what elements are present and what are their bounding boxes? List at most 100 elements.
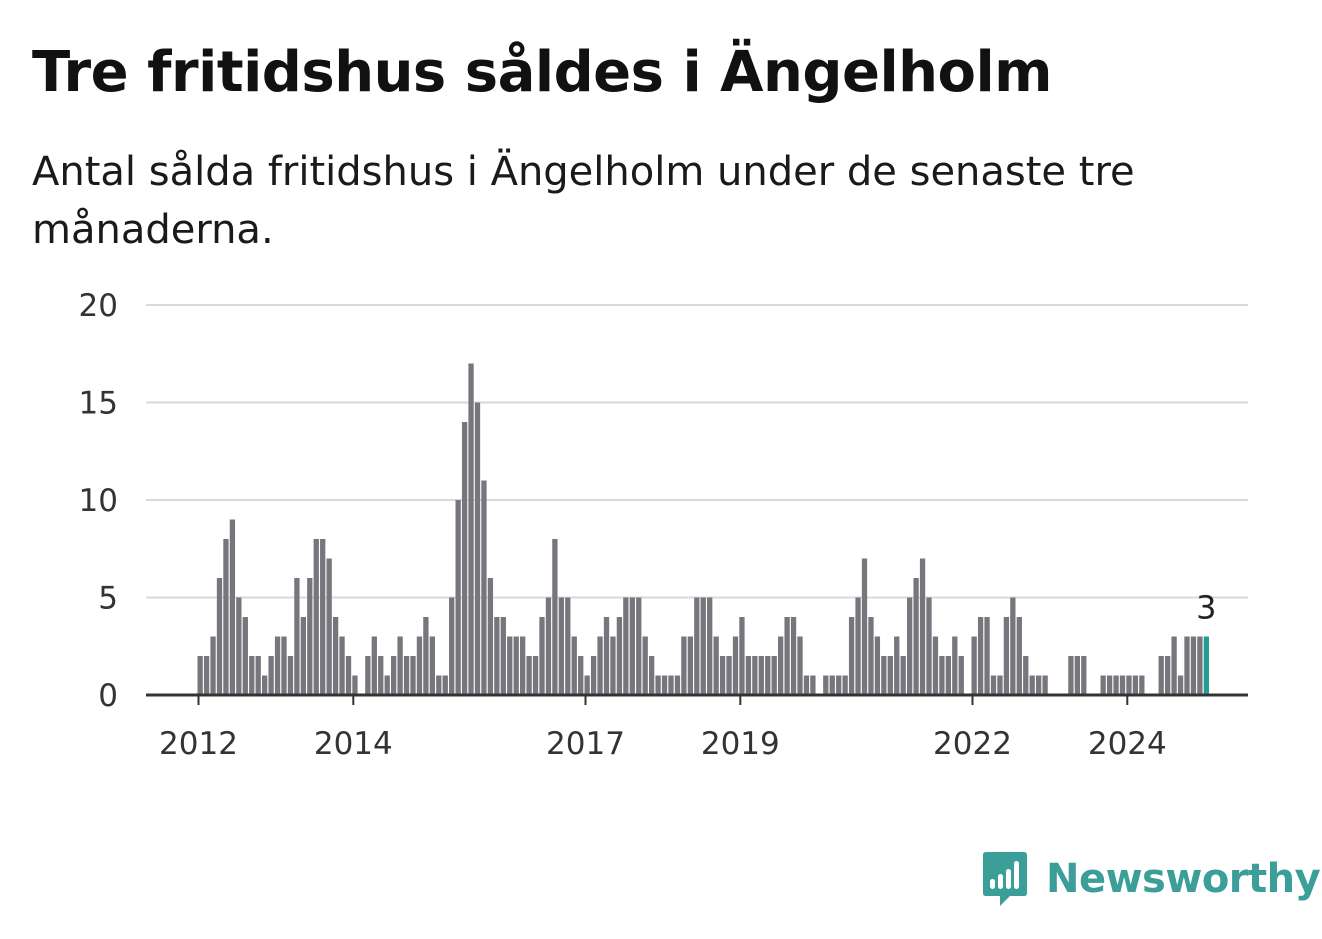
bar bbox=[513, 636, 519, 695]
bar bbox=[810, 675, 816, 695]
bar bbox=[726, 656, 732, 695]
bar bbox=[397, 636, 403, 695]
bar bbox=[481, 480, 487, 695]
bar bbox=[765, 656, 771, 695]
y-tick-label: 5 bbox=[98, 581, 118, 617]
bar bbox=[223, 539, 229, 695]
bar bbox=[494, 617, 500, 695]
bar bbox=[1158, 656, 1164, 695]
bar bbox=[926, 597, 932, 695]
bar bbox=[616, 617, 623, 695]
bar bbox=[203, 656, 210, 695]
bar bbox=[526, 656, 532, 695]
bar bbox=[449, 597, 455, 695]
x-tick-label: 2022 bbox=[933, 726, 1012, 762]
bar bbox=[1139, 675, 1145, 695]
bar bbox=[365, 656, 371, 695]
bar bbox=[848, 617, 855, 695]
bar bbox=[661, 675, 668, 695]
bar bbox=[623, 597, 629, 695]
bar bbox=[410, 656, 416, 695]
bar bbox=[610, 636, 616, 695]
bar bbox=[455, 500, 461, 695]
bar bbox=[287, 656, 294, 695]
bar bbox=[268, 656, 274, 695]
bar bbox=[977, 617, 984, 695]
bar bbox=[352, 675, 358, 695]
bar bbox=[745, 656, 752, 695]
bar bbox=[442, 675, 448, 695]
bar bbox=[681, 636, 687, 695]
bar bbox=[1010, 597, 1016, 695]
bar bbox=[1023, 656, 1029, 695]
bar bbox=[842, 675, 848, 695]
bar bbox=[958, 656, 964, 695]
bar bbox=[461, 422, 468, 695]
bar bbox=[345, 656, 352, 695]
bar bbox=[629, 597, 635, 695]
bar bbox=[307, 578, 313, 695]
bar bbox=[655, 675, 661, 695]
bar bbox=[707, 597, 713, 695]
bar bbox=[739, 617, 745, 695]
bar bbox=[281, 636, 287, 695]
y-tick-label: 0 bbox=[98, 678, 118, 714]
bar-latest bbox=[1203, 636, 1209, 695]
bar bbox=[784, 617, 790, 695]
bar bbox=[371, 636, 377, 695]
bar bbox=[236, 597, 242, 695]
bar bbox=[945, 656, 951, 695]
bar bbox=[423, 617, 429, 695]
bar bbox=[487, 578, 494, 695]
bar bbox=[500, 617, 506, 695]
bar bbox=[694, 597, 700, 695]
bar bbox=[971, 636, 977, 695]
bar bbox=[603, 617, 610, 695]
bar bbox=[1132, 675, 1139, 695]
newsworthy-brand: Newsworthy bbox=[980, 846, 1321, 912]
newsworthy-logo-icon bbox=[983, 852, 1027, 906]
bar bbox=[1177, 675, 1184, 695]
bar bbox=[1171, 636, 1177, 695]
bar bbox=[823, 675, 829, 695]
bar bbox=[403, 656, 410, 695]
bar bbox=[552, 539, 558, 695]
bar bbox=[700, 597, 706, 695]
bar bbox=[597, 636, 603, 695]
bar bbox=[1003, 617, 1010, 695]
bar bbox=[474, 402, 481, 695]
bar bbox=[558, 597, 564, 695]
bar bbox=[1036, 675, 1042, 695]
bar bbox=[771, 656, 777, 695]
bar bbox=[468, 363, 474, 695]
bar bbox=[300, 617, 306, 695]
bar bbox=[719, 656, 726, 695]
bar bbox=[332, 617, 339, 695]
x-tick-label: 2017 bbox=[546, 726, 625, 762]
bar bbox=[262, 675, 268, 695]
bar bbox=[803, 675, 810, 695]
bar bbox=[229, 519, 236, 695]
bar bbox=[932, 636, 939, 695]
bar bbox=[1119, 675, 1126, 695]
bar bbox=[881, 656, 887, 695]
bar bbox=[868, 617, 874, 695]
bar bbox=[242, 617, 248, 695]
bar bbox=[778, 636, 784, 695]
bar bbox=[674, 675, 681, 695]
bar bbox=[887, 656, 893, 695]
bar bbox=[907, 597, 913, 695]
bar bbox=[687, 636, 693, 695]
x-tick-label: 2024 bbox=[1088, 726, 1167, 762]
bar bbox=[436, 675, 442, 695]
brand-name: Newsworthy bbox=[1046, 856, 1321, 902]
bar bbox=[797, 636, 803, 695]
y-tick-label: 10 bbox=[79, 483, 118, 519]
bar bbox=[790, 617, 797, 695]
bar bbox=[507, 636, 513, 695]
bar bbox=[1165, 656, 1171, 695]
bar bbox=[378, 656, 384, 695]
bar bbox=[1074, 656, 1080, 695]
chart-title: Tre fritidshus såldes i Ängelholm bbox=[32, 40, 1053, 105]
y-tick-label: 20 bbox=[79, 288, 118, 324]
